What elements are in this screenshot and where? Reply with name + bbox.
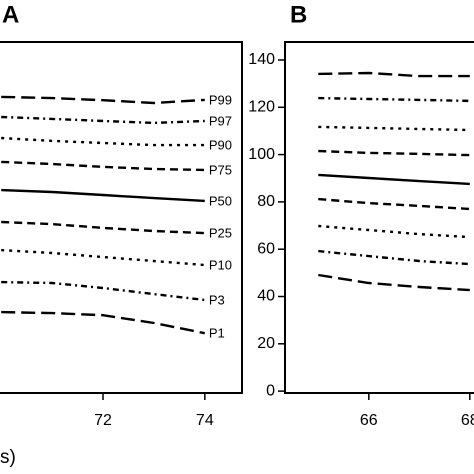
y-tick-label: 60 xyxy=(257,240,275,257)
percentile-line xyxy=(1,136,205,147)
percentile-line xyxy=(318,224,470,239)
x-tick-label: 66 xyxy=(360,412,378,429)
percentile-line xyxy=(1,310,206,335)
line-end-label: P99 xyxy=(209,92,232,107)
y-tick-label: 100 xyxy=(248,146,275,163)
percentile-line xyxy=(1,280,205,302)
line-end-label: P1 xyxy=(209,326,225,341)
percentile-line xyxy=(318,125,470,132)
y-tick-label: 140 xyxy=(248,51,275,68)
percentile-line xyxy=(1,220,205,235)
line-end-label: P97 xyxy=(209,113,232,128)
line-end-label: P25 xyxy=(209,226,232,241)
x-tick-label: 72 xyxy=(94,412,112,429)
plot-frame xyxy=(284,41,474,394)
panel-label: B xyxy=(290,1,307,28)
line-end-label: P75 xyxy=(209,162,232,177)
y-tick-label: 80 xyxy=(257,193,275,210)
panel-label: A xyxy=(2,1,19,28)
lines xyxy=(1,95,206,335)
percentile-line xyxy=(1,115,205,125)
line-end-label: P10 xyxy=(209,257,232,272)
y-tick-label: 0 xyxy=(266,382,275,399)
line-end-label: P50 xyxy=(209,193,232,208)
percentile-line xyxy=(1,160,205,172)
percentile-line xyxy=(1,248,205,267)
y-tick-label: 20 xyxy=(257,335,275,352)
plot-frame xyxy=(0,41,243,394)
percentile-line xyxy=(318,197,470,211)
percentile-line xyxy=(318,273,470,292)
percentile-line xyxy=(318,249,470,266)
percentile-line xyxy=(318,173,470,186)
percentile-line xyxy=(318,71,470,78)
x-tick-label: 68 xyxy=(461,412,474,429)
percentile-line xyxy=(318,96,470,103)
x-tick-label: 74 xyxy=(196,412,214,429)
percentile-line xyxy=(318,149,470,157)
y-tick-label: 120 xyxy=(248,98,275,115)
percentile-line xyxy=(1,188,205,203)
line-end-label: P90 xyxy=(209,138,232,153)
x-axis-label: s) xyxy=(0,447,16,468)
y-tick-label: 40 xyxy=(257,288,275,305)
line-end-label: P3 xyxy=(209,292,225,307)
lines xyxy=(318,71,470,292)
percentile-line xyxy=(1,95,205,105)
